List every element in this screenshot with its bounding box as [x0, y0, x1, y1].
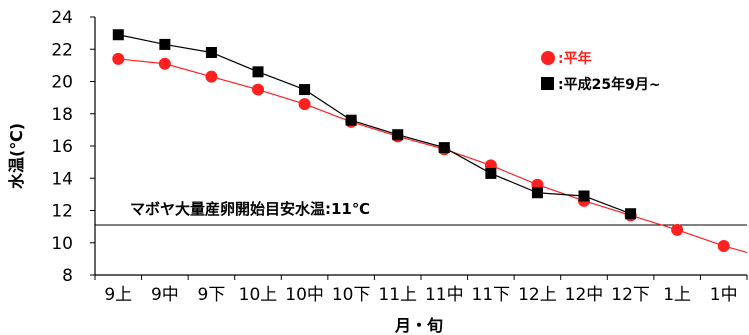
data-point-1 — [578, 190, 590, 202]
x-axis-title: 月・旬 — [394, 316, 443, 335]
chart-axes — [90, 16, 748, 280]
data-point-1 — [112, 29, 124, 41]
data-point-0 — [717, 239, 730, 252]
x-tick-label: 12上 — [518, 285, 557, 305]
data-point-0 — [298, 98, 311, 111]
y-tick-label: 20 — [51, 73, 73, 93]
x-tick-label: 1上 — [663, 285, 691, 305]
legend-label-2013: :平成25年9月~ — [558, 76, 661, 93]
x-tick-label: 9中 — [151, 285, 179, 305]
legend: :平年 :平成25年9月~ — [541, 50, 661, 93]
data-point-1 — [625, 208, 637, 220]
data-point-1 — [392, 129, 404, 141]
y-tick-label: 16 — [51, 137, 73, 157]
data-point-0 — [112, 52, 125, 65]
series-line-1 — [118, 34, 631, 215]
x-tick-label: 9上 — [104, 285, 132, 305]
data-point-1 — [345, 114, 357, 126]
x-tick-label: 11下 — [472, 285, 511, 305]
data-point-0 — [205, 70, 218, 83]
data-point-1 — [252, 66, 264, 78]
x-tick-label: 11中 — [425, 285, 464, 305]
data-point-1 — [159, 38, 171, 50]
y-tick-label: 18 — [51, 105, 73, 125]
data-point-1 — [438, 142, 450, 154]
y-tick-label: 24 — [51, 8, 73, 28]
reference-line-label: マボヤ大量産卵開始目安水温:11℃ — [130, 200, 370, 218]
data-point-1 — [485, 167, 497, 179]
x-tick-label: 9下 — [198, 285, 226, 305]
data-point-1 — [205, 46, 217, 58]
legend-marker-2013 — [541, 77, 554, 90]
x-tick-label: 11上 — [378, 285, 417, 305]
legend-label-normal: :平年 — [558, 50, 592, 67]
y-tick-labels: 8 10 12 14 16 18 20 22 24 — [51, 8, 73, 286]
legend-marker-normal — [541, 51, 555, 65]
series-markers — [112, 29, 730, 252]
y-tick-label: 22 — [51, 40, 73, 60]
y-tick-label: 10 — [51, 234, 73, 254]
y-axis-title: 水温(℃) — [7, 123, 26, 189]
y-tick-label: 8 — [62, 266, 73, 286]
x-tick-label: 10下 — [332, 285, 371, 305]
data-point-1 — [299, 84, 311, 96]
data-point-0 — [158, 57, 171, 70]
data-point-0 — [252, 83, 264, 96]
x-tick-label: 12下 — [611, 285, 650, 305]
y-tick-label: 14 — [51, 169, 73, 189]
x-tick-label: 10中 — [285, 285, 324, 305]
data-point-1 — [531, 187, 543, 199]
series-lines — [118, 34, 748, 254]
data-point-0 — [671, 223, 684, 236]
y-tick-label: 12 — [51, 202, 73, 222]
x-tick-label: 1中 — [710, 285, 738, 305]
x-tick-label: 12中 — [565, 285, 604, 305]
x-tick-labels: 9上 9中 9下 10上 10中 10下 11上 11中 11下 12上 12中 12下 1上 1中 — [104, 285, 737, 305]
x-tick-label: 10上 — [239, 285, 278, 305]
